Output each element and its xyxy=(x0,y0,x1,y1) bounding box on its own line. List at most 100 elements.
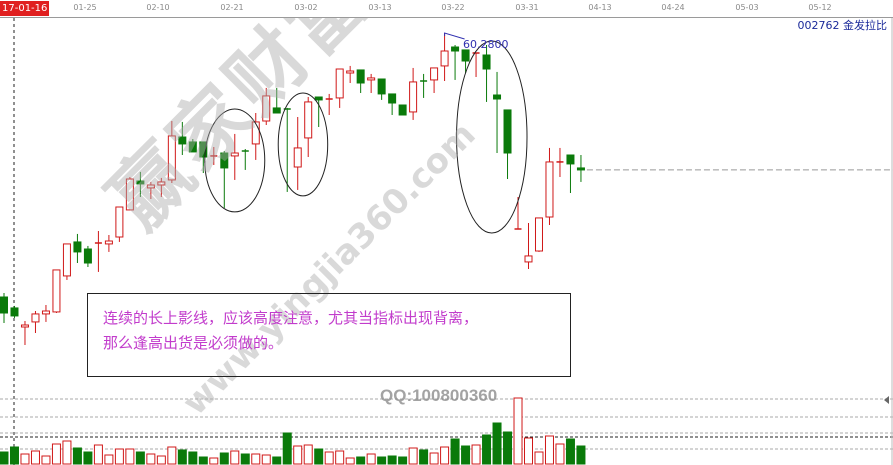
candle-body xyxy=(430,67,439,81)
candle-body xyxy=(52,269,61,313)
volume-bar xyxy=(335,450,345,465)
volume-bar xyxy=(513,397,523,465)
candle-body xyxy=(188,141,197,153)
candle-body xyxy=(146,184,155,189)
volume-bar xyxy=(9,446,19,465)
volume-bar xyxy=(83,451,93,465)
volume-bar xyxy=(366,453,376,465)
date-tick: 02-10 xyxy=(146,3,170,12)
volume-bar xyxy=(314,448,324,465)
candle-body xyxy=(62,243,71,277)
candle-body xyxy=(115,206,124,238)
volume-bar xyxy=(471,444,481,465)
candle-body xyxy=(157,181,166,186)
highlight-ellipse xyxy=(277,92,329,197)
candle-body xyxy=(503,109,512,154)
volume-bar xyxy=(565,438,575,465)
annotation-box: 连续的长上影线，应该高度注意，尤其当指标出现背离， 那么逢高出货是必须做的。 xyxy=(87,293,571,377)
candle-body xyxy=(10,307,19,317)
volume-bar xyxy=(544,435,554,465)
candle-body xyxy=(346,70,355,74)
volume-bar xyxy=(398,456,408,465)
cursor-date-label: 17-01-16 xyxy=(0,1,50,16)
volume-bar xyxy=(20,453,30,465)
volume-bar xyxy=(219,452,229,465)
volume-bar xyxy=(377,456,387,465)
candle-body xyxy=(576,167,585,171)
date-tick: 03-22 xyxy=(441,3,465,12)
date-tick: 04-24 xyxy=(661,3,685,12)
volume-bar xyxy=(104,454,114,465)
candle-body xyxy=(566,154,575,165)
volume-bar xyxy=(135,451,145,465)
volume-bar xyxy=(524,437,533,465)
candle-body xyxy=(251,121,260,145)
stock-title: 002762 金发拉比 xyxy=(797,19,888,32)
candle-body xyxy=(104,240,113,245)
candle-body xyxy=(440,50,449,67)
watermark-qq: QQ:100800360 xyxy=(380,386,498,405)
volume-bar xyxy=(51,443,61,465)
volume-bar xyxy=(461,445,471,465)
volume-bar xyxy=(534,451,544,465)
volume-bar xyxy=(324,451,334,465)
candle-body xyxy=(0,296,8,314)
date-tick: 03-02 xyxy=(294,3,318,12)
volume-bar xyxy=(387,455,397,465)
volume-bar xyxy=(293,445,303,465)
candle-body xyxy=(314,96,323,101)
candle-body xyxy=(41,310,50,315)
date-tick: 03-13 xyxy=(368,3,392,12)
candle-body xyxy=(409,81,418,113)
date-tick: 03-31 xyxy=(515,3,539,12)
volume-bar xyxy=(146,453,156,465)
candle-body xyxy=(73,241,82,253)
candle-body xyxy=(31,313,40,323)
volume-marker-icon xyxy=(884,396,889,404)
highlight-ellipse xyxy=(204,108,266,213)
candle-body xyxy=(272,107,281,114)
candle-body xyxy=(304,101,313,139)
volume-bar xyxy=(482,434,492,465)
volume-bar xyxy=(62,440,72,465)
volume-bar xyxy=(303,444,313,465)
volume-bar xyxy=(251,453,261,465)
date-tick: 04-13 xyxy=(588,3,612,12)
volume-bar xyxy=(356,456,366,465)
candle-body xyxy=(167,135,176,181)
volume-bar xyxy=(30,450,40,465)
candle-body xyxy=(388,93,397,104)
volume-bar xyxy=(450,438,460,465)
date-tick: 05-03 xyxy=(735,3,759,12)
volume-bar xyxy=(167,446,177,465)
volume-bar xyxy=(125,448,135,465)
candle-body xyxy=(534,217,543,252)
volume-bar xyxy=(188,451,198,465)
annotation-line-2: 那么逢高出货是必须做的。 xyxy=(103,334,284,352)
candle-body xyxy=(398,104,407,116)
candle-body xyxy=(545,161,554,218)
candle-body xyxy=(83,248,92,264)
volume-bar xyxy=(576,445,586,465)
candle-body xyxy=(230,152,239,157)
volume-bar xyxy=(198,456,208,465)
candle-body xyxy=(20,324,29,328)
volume-bar xyxy=(282,432,292,465)
volume-bar xyxy=(72,447,82,465)
volume-bar xyxy=(492,422,502,465)
candle-body xyxy=(136,180,145,185)
volume-bar xyxy=(408,447,418,465)
volume-bar xyxy=(419,449,429,465)
candle-body xyxy=(220,152,229,169)
candle-body xyxy=(524,255,533,263)
volume-bar xyxy=(240,453,250,465)
volume-bar xyxy=(440,446,450,465)
candle-body xyxy=(125,178,134,211)
volume-bar xyxy=(503,431,513,465)
volume-bar xyxy=(177,449,187,465)
candle-body xyxy=(356,69,365,84)
date-tick: 01-25 xyxy=(73,3,97,12)
candle-body xyxy=(293,147,302,168)
